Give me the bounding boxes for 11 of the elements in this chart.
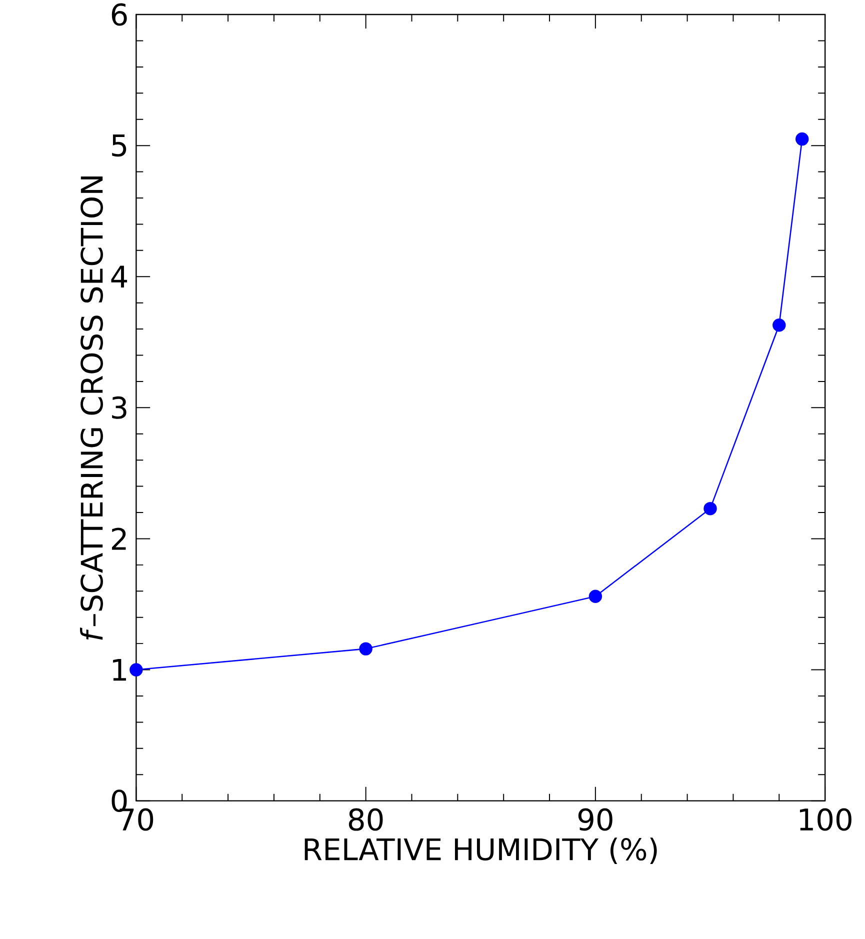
x-tick-label: 100 [800,808,852,831]
x-axis-title: RELATIVE HUMIDITY (%) [304,838,657,864]
y-tick-label: 5 [112,134,126,157]
y-tick-label: 4 [111,266,128,288]
y-axis-title: f–SCATTERING CROSS SECTION [80,176,104,640]
y-tick-label: 2 [112,528,126,550]
x-tick-label: 90 [578,808,612,831]
y-tick-label: 3 [112,396,126,419]
x-tick-label: 80 [349,808,383,831]
y-tick-label: 6 [112,3,127,26]
y-tick-label: 1 [113,658,126,681]
